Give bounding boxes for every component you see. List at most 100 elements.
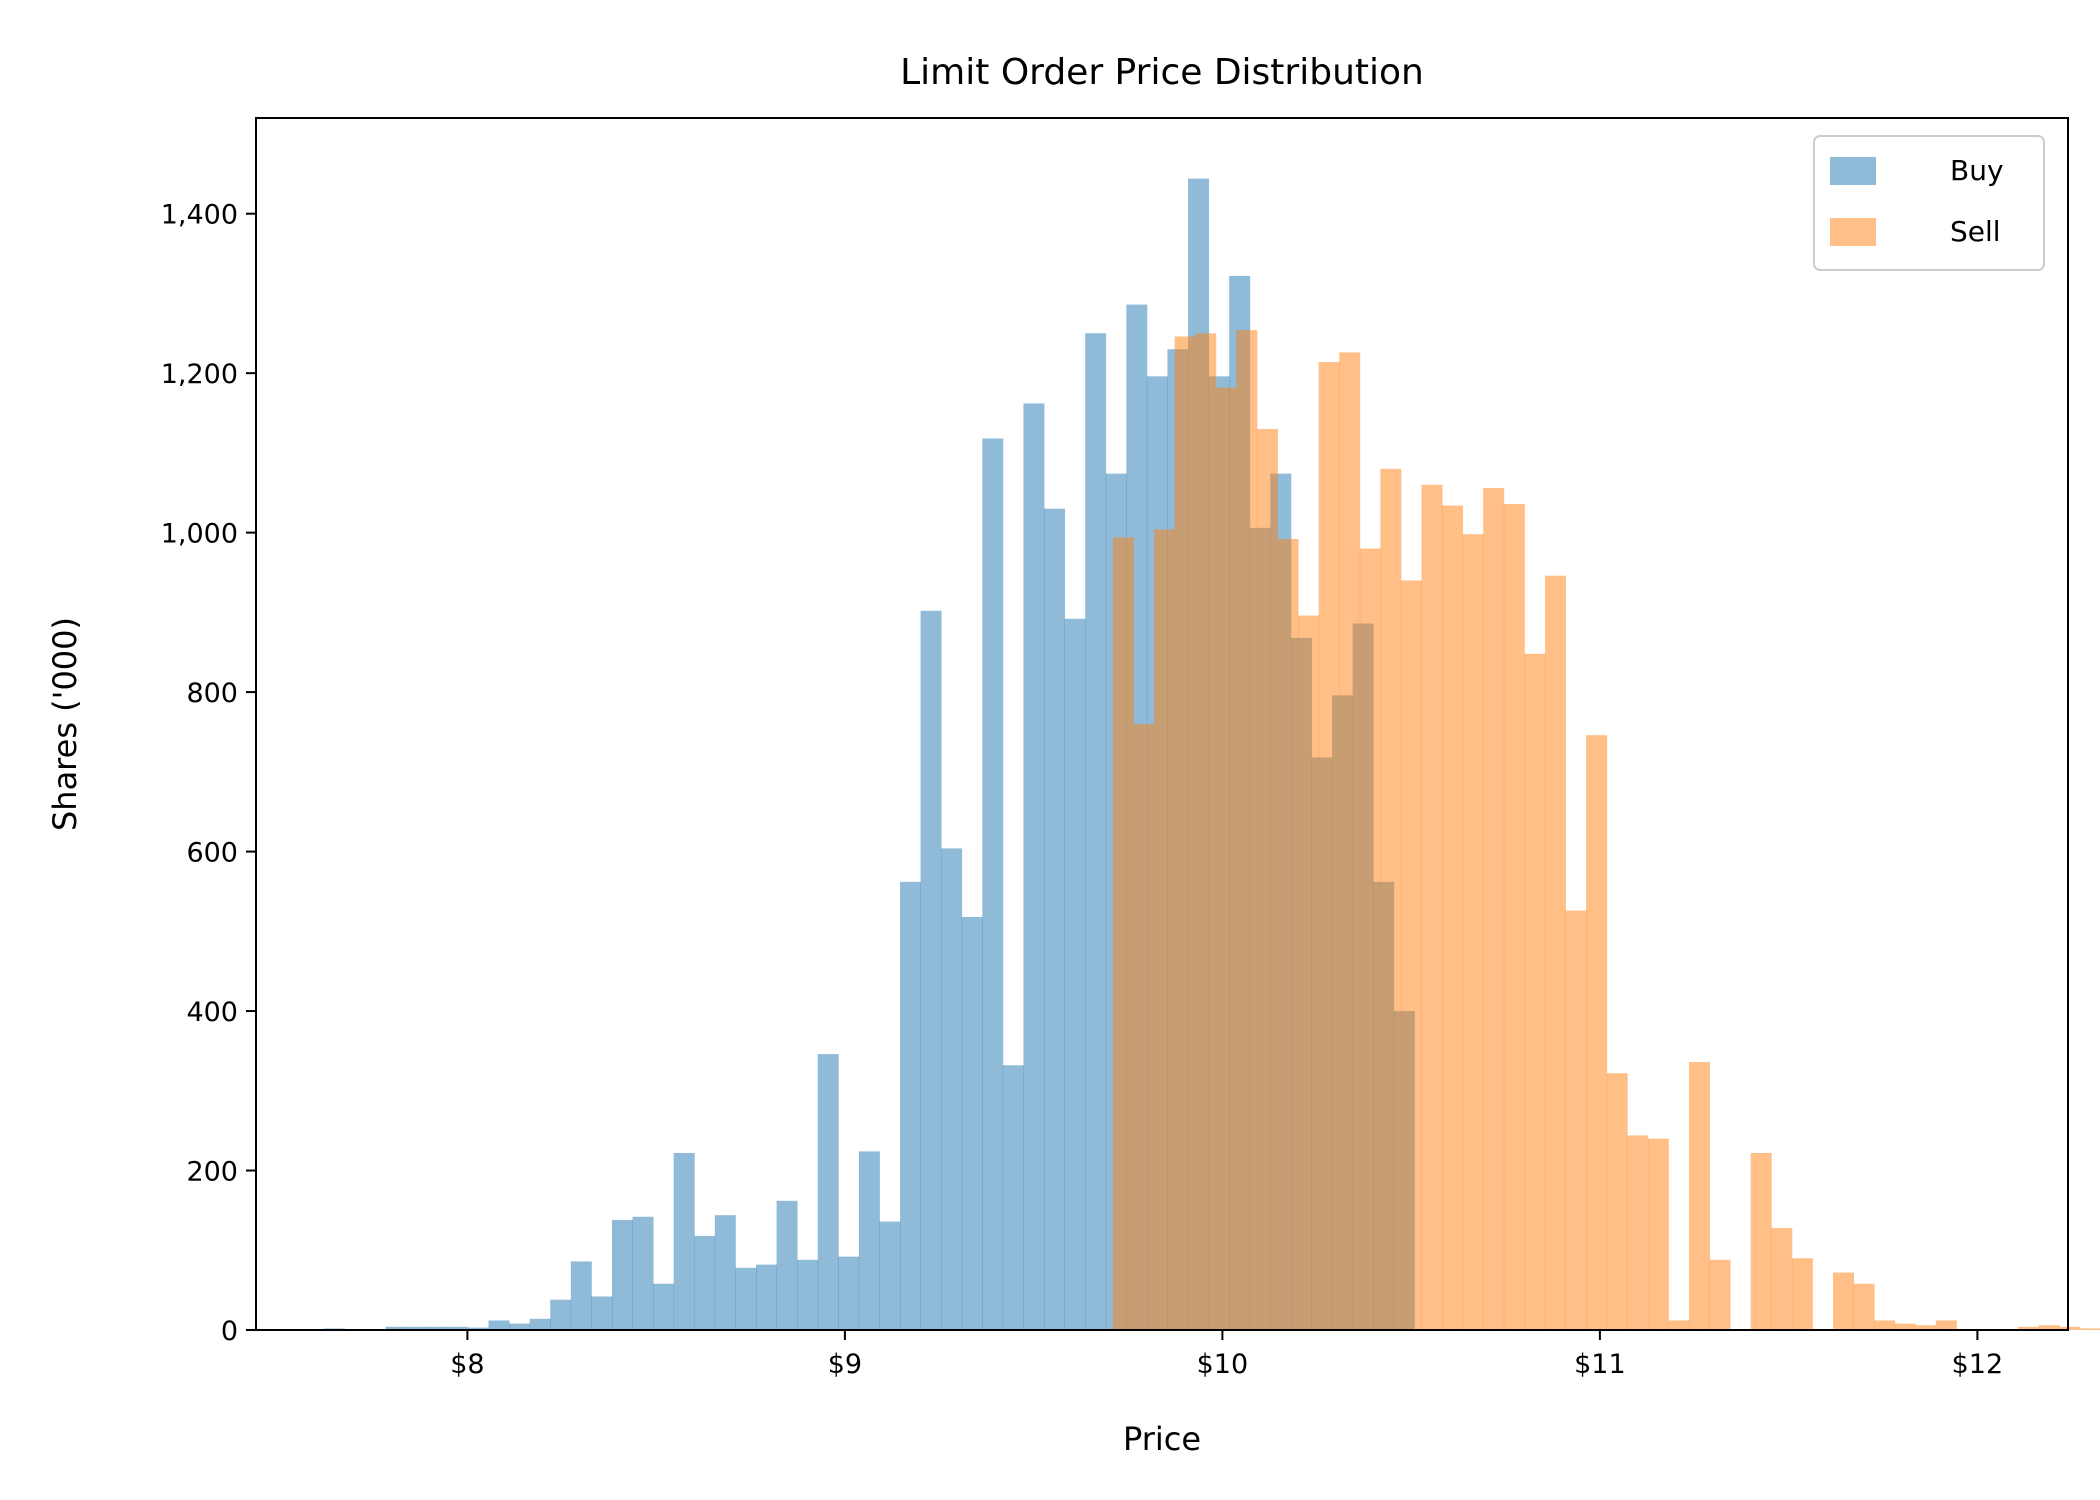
- buy-bar: [920, 610, 942, 1330]
- sell-bar: [1791, 1258, 1813, 1330]
- buy-bar: [673, 1152, 695, 1330]
- sell-bar: [1503, 503, 1525, 1330]
- sell-bar: [1400, 580, 1422, 1330]
- y-axis-label: Shares ('000): [46, 617, 84, 831]
- legend-swatch-sell: [1830, 218, 1876, 246]
- legend-label-sell: Sell: [1950, 215, 2001, 248]
- x-tick-label: $10: [1197, 1349, 1249, 1380]
- sell-bar: [1709, 1259, 1731, 1330]
- buy-bar: [591, 1296, 613, 1330]
- y-tick-label: 400: [186, 997, 238, 1028]
- buy-bar: [838, 1256, 860, 1330]
- buy-bar: [1085, 333, 1107, 1330]
- buy-bar: [961, 916, 983, 1330]
- buy-bar: [632, 1216, 654, 1330]
- sell-series-bars: [1112, 330, 2100, 1331]
- sell-bar: [1606, 1073, 1628, 1330]
- sell-bar: [1215, 387, 1237, 1330]
- buy-bar: [426, 1326, 448, 1330]
- sell-bar: [1442, 505, 1464, 1330]
- buy-bar: [1023, 403, 1045, 1331]
- y-tick-label: 200: [186, 1157, 238, 1188]
- sell-bar: [1647, 1138, 1669, 1330]
- sell-bar: [1318, 361, 1340, 1330]
- sell-bar: [1112, 537, 1134, 1330]
- buy-bar: [653, 1283, 675, 1330]
- legend: Buy Sell: [1813, 135, 2045, 271]
- buy-bar: [467, 1327, 489, 1330]
- sell-bar: [1874, 1320, 1896, 1330]
- sell-bar: [1915, 1325, 1937, 1330]
- sell-bar: [2059, 1326, 2081, 1330]
- buy-bar: [817, 1054, 839, 1330]
- buy-bar: [941, 848, 963, 1330]
- buy-bar: [1064, 618, 1086, 1330]
- buy-bar: [406, 1326, 428, 1330]
- sell-bar: [1565, 910, 1587, 1330]
- buy-bar: [982, 438, 1004, 1330]
- x-tick-label: $11: [1574, 1349, 1626, 1380]
- sell-bar: [1544, 575, 1566, 1330]
- buy-bar: [611, 1219, 633, 1330]
- sell-bar: [1339, 352, 1361, 1330]
- sell-bar: [1627, 1135, 1649, 1330]
- sell-bar: [1380, 468, 1402, 1331]
- sell-bar: [1668, 1320, 1690, 1330]
- buy-bar: [776, 1200, 798, 1330]
- buy-bar: [797, 1259, 819, 1330]
- sell-bar: [1462, 534, 1484, 1330]
- sell-bar: [1195, 333, 1217, 1330]
- buy-bar: [694, 1235, 716, 1330]
- chart-title: Limit Order Price Distribution: [900, 52, 1424, 93]
- axes-frame: [255, 117, 2069, 1331]
- buy-bar: [488, 1320, 510, 1330]
- y-tick-label: 800: [186, 678, 238, 709]
- x-axis-ticks: $8 $9 $10 $11 $12: [450, 1330, 2003, 1380]
- buy-bar: [735, 1267, 757, 1330]
- buy-bar: [900, 881, 921, 1330]
- buy-bar: [756, 1264, 777, 1330]
- buy-bar: [1044, 508, 1065, 1331]
- sell-bar: [2079, 1328, 2100, 1330]
- y-axis-ticks: 0 200 400 600 800 1,000 1,200 1,400: [161, 200, 256, 1347]
- buy-bar: [509, 1323, 531, 1330]
- x-tick-label: $9: [828, 1349, 862, 1380]
- buy-bar: [447, 1326, 469, 1330]
- sell-bar: [1277, 539, 1299, 1330]
- x-tick-label: $12: [1952, 1349, 2004, 1380]
- sell-bar: [1483, 487, 1505, 1331]
- buy-bar: [385, 1326, 407, 1330]
- sell-bar: [1833, 1272, 1854, 1330]
- sell-bar: [1771, 1227, 1793, 1330]
- buy-bar: [1002, 1065, 1024, 1330]
- buy-bar: [529, 1318, 551, 1330]
- sell-bar: [1894, 1323, 1916, 1330]
- sell-bar: [1133, 724, 1155, 1330]
- sell-bar: [1524, 653, 1546, 1330]
- sell-bar: [2038, 1325, 2060, 1330]
- sell-bar: [1421, 484, 1443, 1330]
- sell-bar: [1154, 529, 1176, 1330]
- y-tick-label: 1,400: [161, 200, 238, 231]
- y-tick-label: 1,200: [161, 359, 238, 390]
- sell-bar: [1359, 548, 1381, 1330]
- buy-bar: [714, 1215, 736, 1330]
- buy-bar: [858, 1151, 880, 1330]
- sell-bar: [1256, 428, 1278, 1331]
- sell-bar: [1174, 336, 1196, 1331]
- legend-swatch-buy: [1830, 157, 1876, 185]
- legend-box: [1813, 135, 2045, 271]
- buy-bar: [879, 1221, 901, 1330]
- sell-bar: [1750, 1152, 1772, 1330]
- sell-bar: [1586, 735, 1608, 1330]
- sell-bar: [2018, 1326, 2040, 1330]
- y-tick-label: 1,000: [161, 519, 238, 550]
- x-axis-label: Price: [1123, 1420, 1201, 1458]
- legend-label-buy: Buy: [1950, 154, 2004, 187]
- sell-bar: [1935, 1320, 1957, 1330]
- buy-bar: [550, 1299, 572, 1330]
- y-tick-label: 0: [221, 1316, 238, 1347]
- sell-bar: [1688, 1062, 1710, 1330]
- sell-bar: [1298, 615, 1320, 1330]
